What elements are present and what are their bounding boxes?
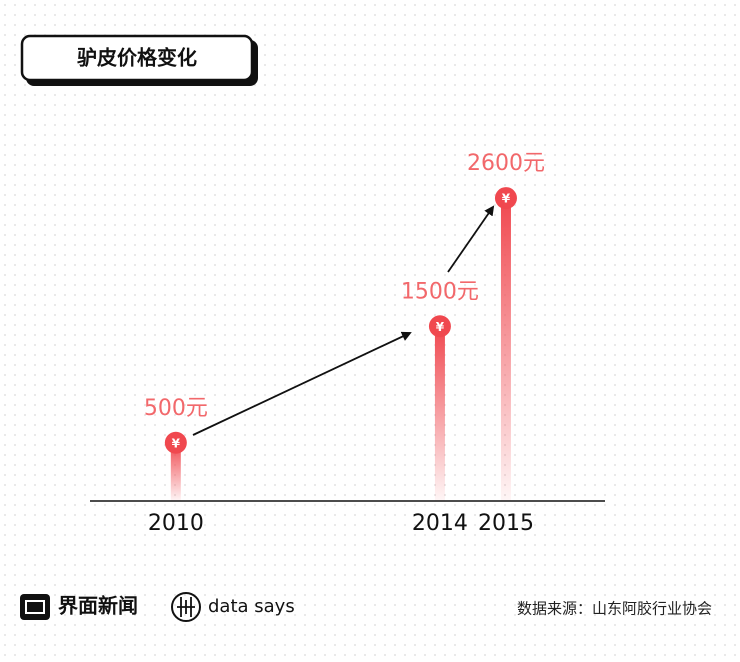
brand-logo: [20, 594, 50, 620]
stem: [500, 198, 511, 501]
x-tick-label: 2014: [412, 511, 468, 536]
brand2-name: data says: [208, 596, 295, 617]
marker-symbol: ¥: [436, 320, 445, 334]
brand2-logo: [171, 592, 201, 622]
marker-symbol: ¥: [172, 436, 181, 450]
trend-arrow: [192, 331, 412, 436]
x-tick-label: 2015: [478, 511, 534, 536]
marker-symbol: ¥: [502, 192, 511, 206]
title-box: 驴皮价格变化: [20, 34, 258, 86]
chart-title: 驴皮价格变化: [77, 46, 197, 70]
trend-arrow: [447, 205, 495, 273]
x-tick-label: 2010: [148, 511, 204, 536]
value-label: 2600元: [467, 151, 545, 176]
stem: [170, 442, 181, 501]
value-label: 500元: [144, 396, 208, 421]
marker: [164, 431, 187, 454]
footer: 界面新闻 data says 数据来源：山东阿胶行业协会: [20, 592, 712, 622]
source: 数据来源：山东阿胶行业协会: [517, 600, 712, 618]
value-label: 1500元: [401, 279, 479, 304]
brand-name: 界面新闻: [58, 594, 138, 618]
plot: 2010 2014 2015 ¥500元 ¥1500元 ¥2600元: [144, 151, 545, 536]
stem: [434, 326, 445, 501]
marker: [428, 315, 451, 338]
marker: [494, 187, 517, 210]
